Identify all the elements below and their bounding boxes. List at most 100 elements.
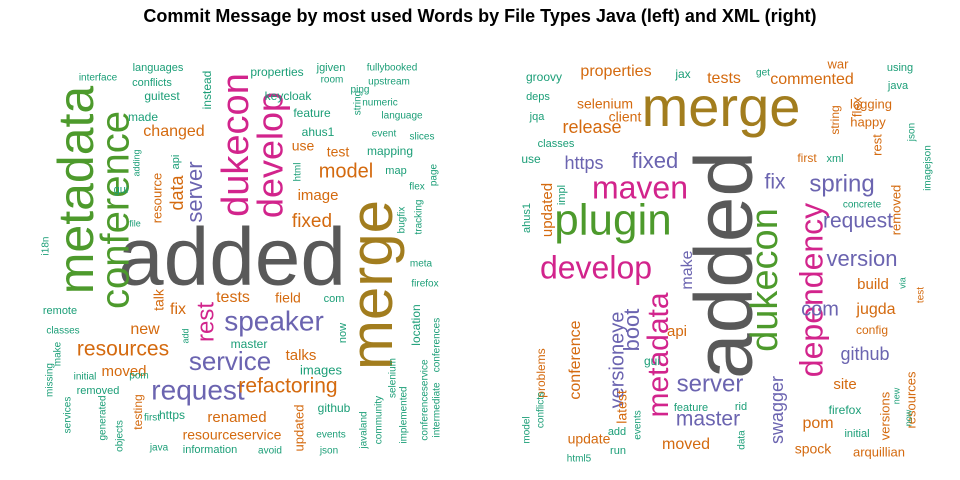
word-ahus1: ahus1	[302, 125, 335, 139]
word-dukecon: dukecon	[744, 208, 786, 352]
word-events: events	[316, 430, 345, 441]
word-file: file	[129, 218, 141, 228]
word-rest: rest	[192, 302, 219, 342]
word-java: java	[149, 443, 169, 454]
word-moved: moved	[101, 363, 146, 380]
word-https: https	[159, 408, 185, 422]
word-deps: deps	[526, 91, 550, 103]
word-fixed: fixed	[292, 211, 332, 232]
word-remote: remote	[43, 305, 77, 317]
word-string: string	[353, 91, 364, 115]
word-conflicts: conflicts	[132, 77, 172, 89]
word-new: new	[891, 387, 901, 404]
word-language: language	[381, 111, 423, 122]
word-develop: develop	[250, 92, 291, 218]
word-make: make	[679, 250, 696, 289]
word-maven: maven	[592, 169, 688, 205]
word-adding: adding	[131, 149, 141, 176]
word-talks: talks	[286, 347, 317, 364]
word-resources: resources	[77, 338, 169, 361]
word-model: model	[319, 160, 373, 182]
word-tests: tests	[707, 70, 741, 87]
word-intermediate: intermediate	[432, 382, 443, 437]
word-javaland: javaland	[359, 411, 370, 449]
word-ahus1: ahus1	[521, 203, 533, 233]
word-request: request	[823, 210, 893, 233]
word-first: first	[797, 151, 817, 165]
word-community: community	[374, 396, 385, 444]
word-properties: properties	[580, 63, 651, 80]
word-spock: spock	[795, 441, 833, 457]
word-room: room	[321, 75, 344, 86]
word-firefox: firefox	[411, 279, 438, 290]
word-flex: flex	[409, 182, 425, 193]
word-added: added	[118, 212, 346, 303]
word-map: map	[385, 165, 406, 177]
word-commented: commented	[770, 71, 854, 88]
word-added: added	[679, 151, 770, 379]
word-guitest: guitest	[144, 89, 180, 103]
word-pom: pom	[802, 415, 833, 432]
word-json: json	[907, 123, 918, 142]
word-develop: develop	[540, 249, 652, 285]
word-concrete: concrete	[843, 200, 882, 211]
word-i18n: i18n	[41, 237, 52, 256]
word-dependency: dependency	[793, 203, 829, 377]
word-versioneye: versioneye	[606, 312, 628, 409]
word-initial: initial	[74, 372, 97, 383]
word-rid: rid	[735, 401, 747, 413]
word-versions: versions	[877, 391, 892, 440]
word-metadata: metadata	[642, 292, 675, 417]
word-arquillian: arquillian	[853, 444, 905, 459]
word-update: update	[568, 431, 611, 447]
word-conferenceservice: conferenceservice	[420, 359, 431, 441]
word-groovy: groovy	[526, 70, 562, 84]
word-made: made	[128, 110, 158, 124]
word-server: server	[182, 161, 207, 222]
word-avoid: avoid	[258, 446, 282, 457]
word-run: run	[610, 445, 626, 457]
word-fix: fix	[765, 171, 787, 194]
word-war: war	[827, 56, 850, 71]
word-interface: interface	[79, 73, 118, 84]
word-now: now	[337, 323, 349, 343]
word-problems: problems	[534, 348, 548, 397]
word-new: new	[130, 321, 160, 338]
word-service: service	[189, 346, 271, 376]
word-classes: classes	[46, 326, 79, 337]
word-happy: happy	[850, 114, 886, 129]
word-objects: objects	[115, 420, 126, 452]
word-changed: changed	[143, 123, 204, 140]
word-data: data	[737, 430, 748, 450]
word-first: first	[144, 413, 160, 424]
word-metadata: metadata	[48, 86, 104, 295]
word-talk: talk	[151, 288, 167, 311]
word-fullybooked: fullybooked	[367, 63, 418, 74]
word-services: services	[63, 397, 74, 434]
word-build: build	[857, 276, 889, 293]
word-upstream: upstream	[368, 77, 410, 88]
word-jqa: jqa	[529, 111, 546, 123]
word-model: model	[522, 416, 533, 443]
word-release: release	[562, 117, 621, 137]
word-merge: merge	[642, 75, 801, 138]
word-selenium: selenium	[388, 358, 399, 398]
word-get: get	[756, 68, 770, 79]
word-gui: gui	[644, 354, 660, 368]
word-test: test	[327, 144, 350, 160]
word-merge: merge	[338, 200, 405, 370]
word-master: master	[676, 408, 740, 431]
word-renamed: renamed	[207, 409, 266, 426]
word-instead: instead	[200, 71, 214, 110]
word-updated: updated	[291, 405, 306, 452]
word-jgiven: jgiven	[316, 62, 346, 74]
word-github: github	[840, 344, 889, 364]
word-feature: feature	[674, 402, 708, 414]
word-conferences: conferences	[432, 318, 443, 372]
word-bugfix: bugfix	[397, 207, 408, 234]
word-field: field	[275, 290, 301, 306]
word-server: server	[677, 370, 744, 397]
